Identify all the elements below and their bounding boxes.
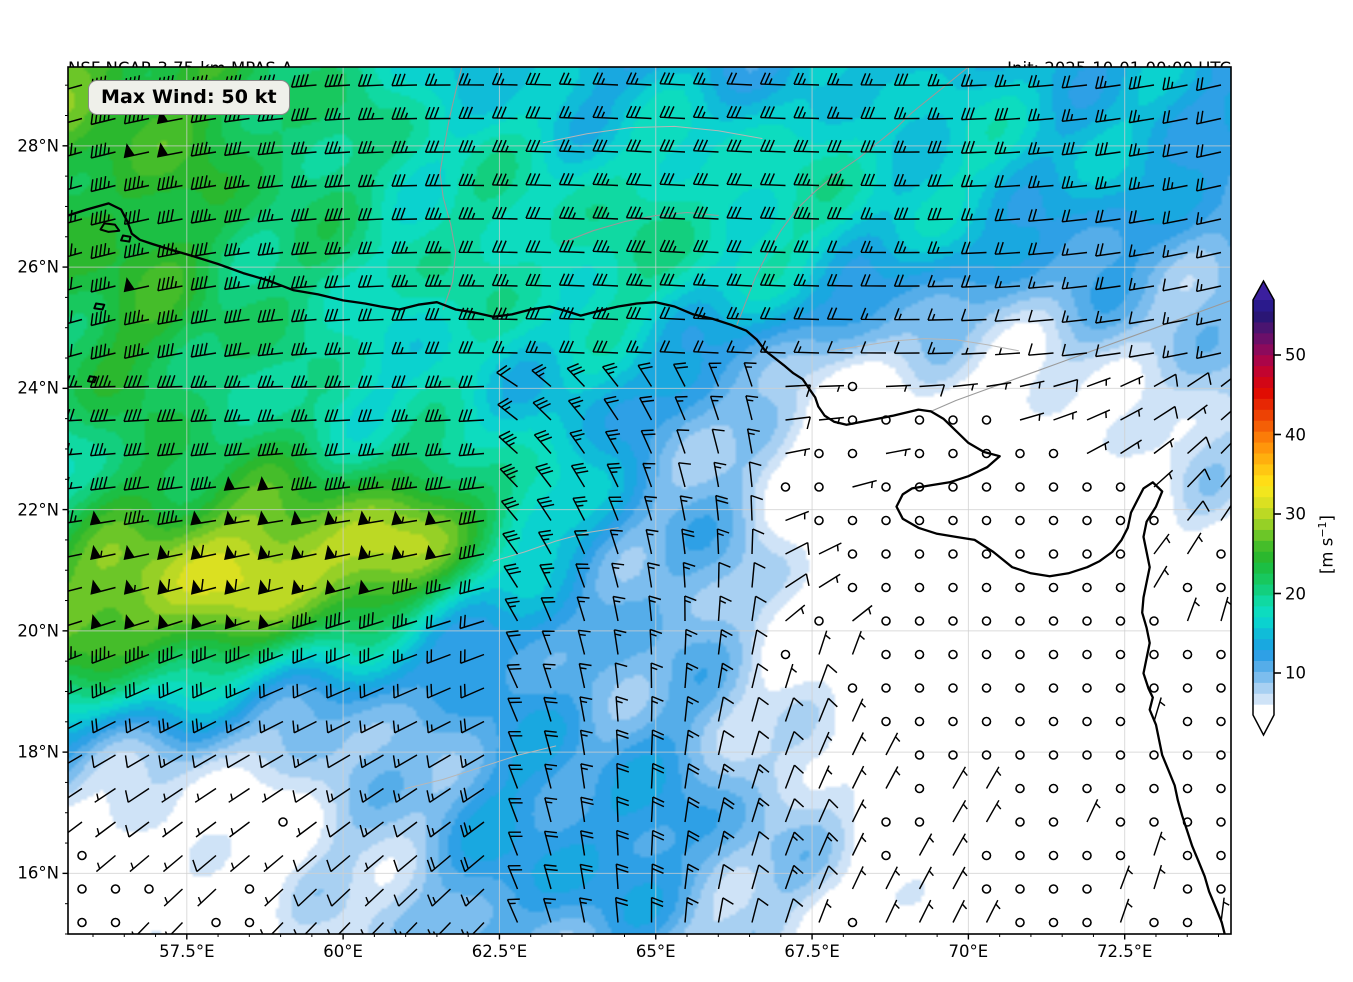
y-tick-label: 28°N: [17, 136, 59, 156]
y-tick-label: 22°N: [17, 500, 59, 520]
colorbar: [1252, 279, 1281, 737]
colorbar-tick-label: 50: [1285, 345, 1306, 365]
colorbar-tick-label: 30: [1285, 504, 1306, 524]
y-tick-label: 24°N: [17, 378, 59, 398]
map-gridlines: [68, 67, 1231, 934]
x-tick-label: 67.5°E: [784, 942, 840, 961]
colorbar-tick-label: 20: [1285, 584, 1306, 603]
x-tick-label: 70°E: [948, 942, 989, 961]
x-tick-label: 72.5°E: [1096, 942, 1153, 961]
x-tick-label: 60°E: [323, 942, 363, 961]
y-tick-label: 20°N: [17, 621, 59, 641]
y-tick-label: 26°N: [17, 257, 59, 277]
y-tick-label: 18°N: [17, 742, 59, 762]
x-tick-label: 62.5°E: [471, 942, 528, 961]
axis-ticks: [62, 84, 1219, 940]
wind-barbs: [68, 72, 1231, 934]
colorbar-tick-label: 10: [1285, 663, 1306, 683]
x-tick-label: 57.5°E: [159, 942, 215, 961]
coastlines-and-borders: [68, 67, 1231, 934]
colorbar-axis-label: [m s−1]: [1316, 515, 1337, 575]
axes-frame: [67, 66, 1232, 935]
y-tick-label: 16°N: [17, 863, 59, 883]
colorbar-tick-label: 40: [1285, 425, 1306, 444]
x-tick-label: 65°E: [635, 942, 676, 961]
max-wind-annotation: Max Wind: 50 kt: [88, 80, 290, 115]
